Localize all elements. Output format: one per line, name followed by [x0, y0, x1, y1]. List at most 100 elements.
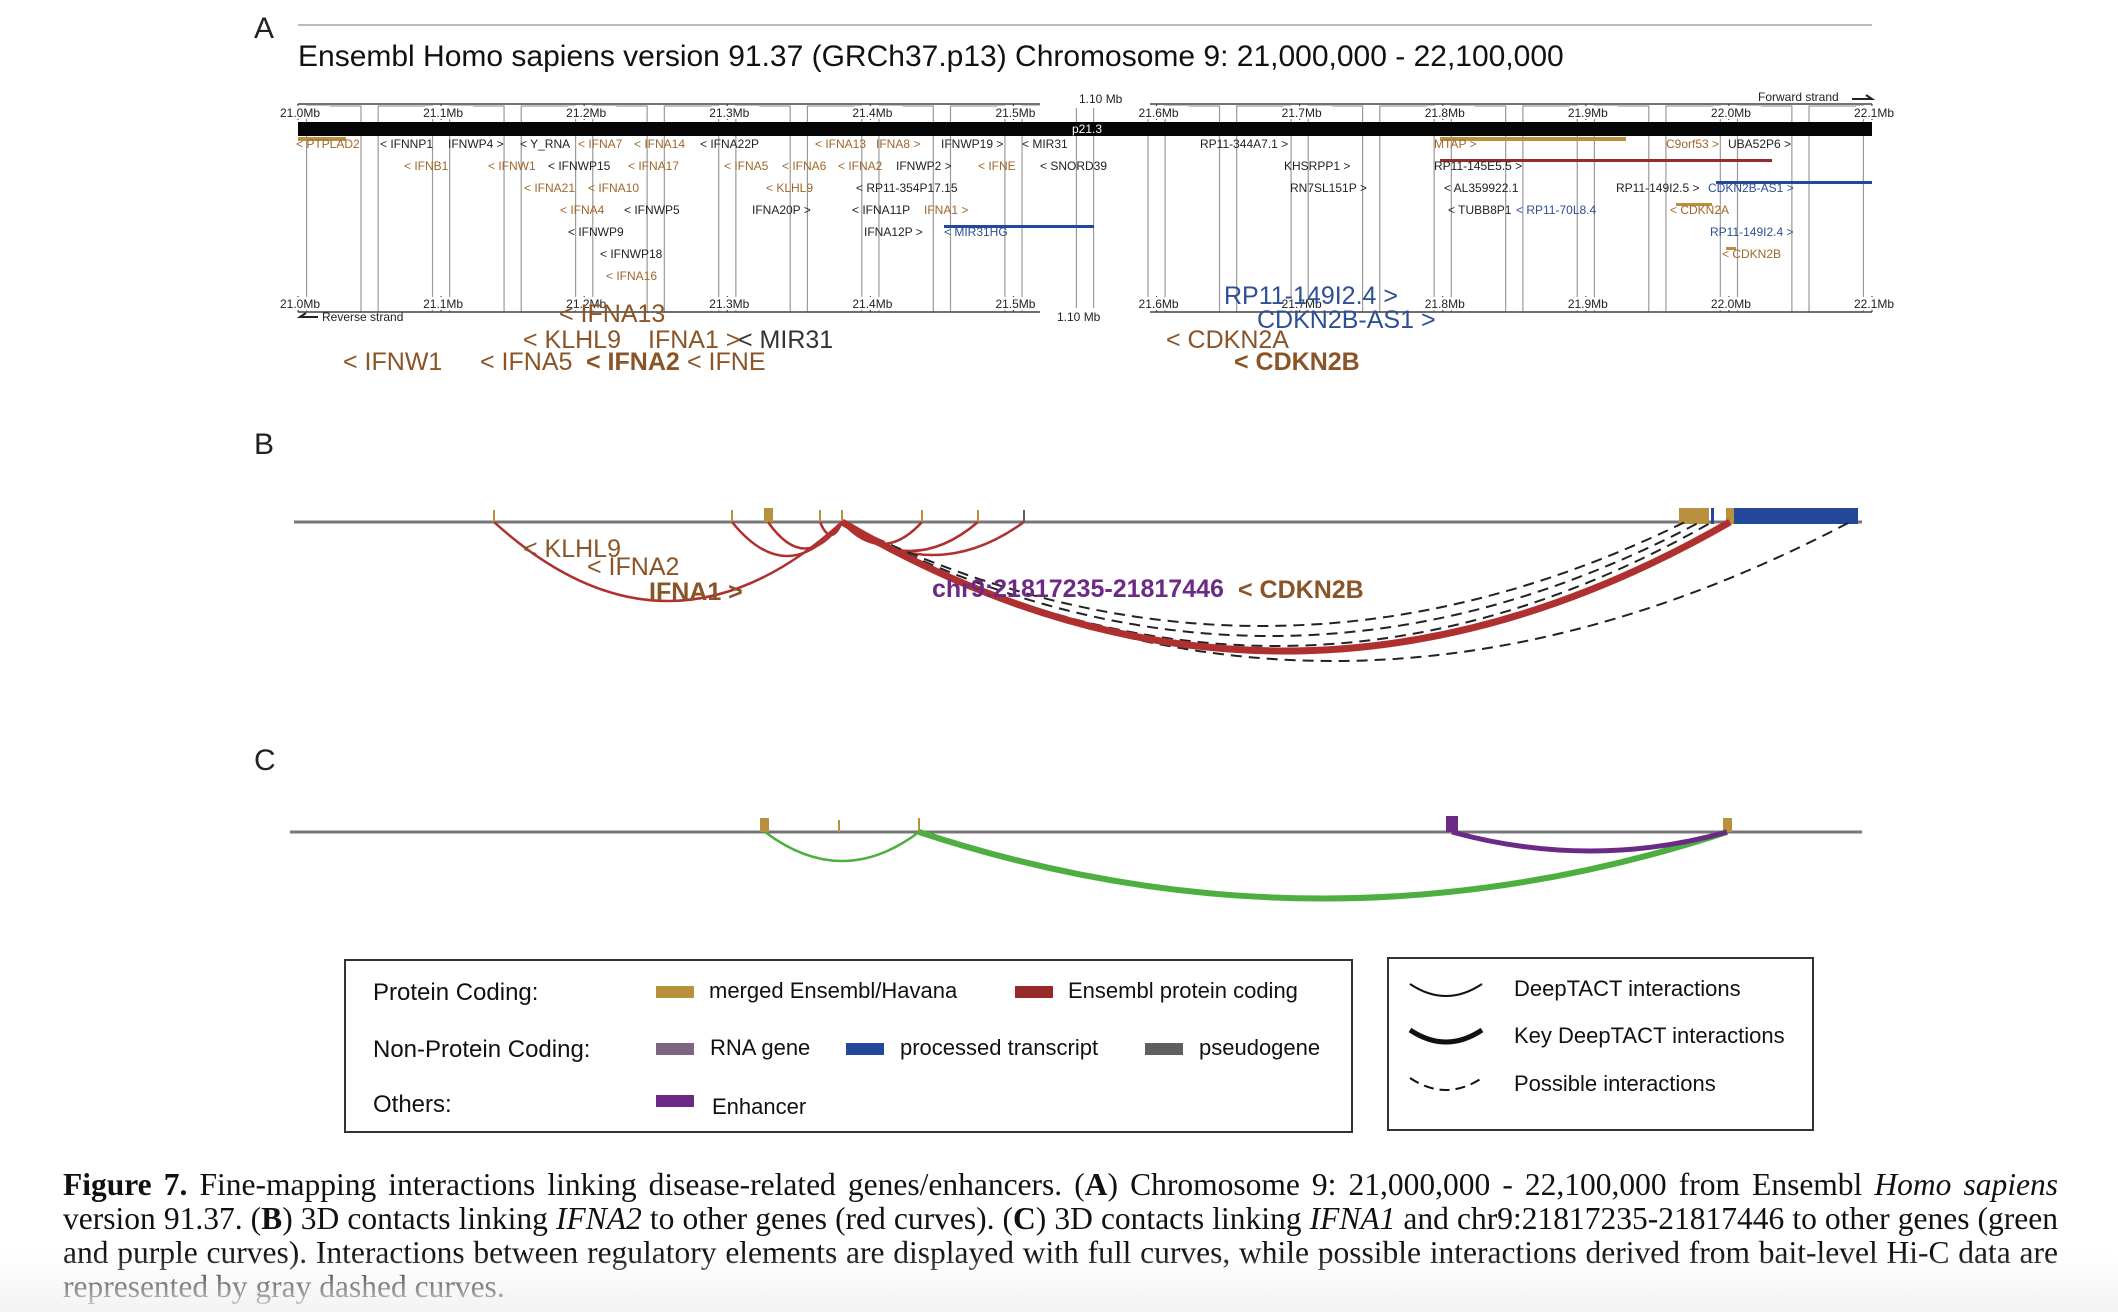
gene-label: < IFNWP9 [568, 225, 624, 239]
panel-a-label: A [254, 12, 274, 45]
gene-label: < IFNA6 [782, 159, 827, 173]
panel-b-labels: < IFNA13< KLHL9 IFNA1 >< MIR31 < IFNW1 < IF… [343, 282, 1436, 376]
tick-label-bottom: 21.1Mb [423, 297, 463, 311]
gene-label: < IFNA5 [724, 159, 769, 173]
legend-left: Protein Coding: Non-Protein Coding: Othe… [344, 959, 1353, 1133]
gene-label: RP11-149I2.4 > [1224, 282, 1398, 310]
gene-bar-ptplad2 [298, 137, 346, 141]
legend-curve-dashed [1409, 1077, 1483, 1091]
gene-label: UBA52P6 > [1728, 137, 1791, 151]
chromosome-band-bar [298, 122, 1872, 136]
tick-label-top: 21.2Mb [566, 106, 606, 120]
tick-label-bg [1569, 106, 1618, 119]
tick-label-bg [1856, 106, 1904, 119]
tick-label-top: 21.4Mb [852, 106, 892, 120]
top-ticks: 21.0Mb 21.1Mb 21.2Mb 21.3Mb 21.4Mb 21.5Mb 21.6… [280, 104, 1904, 120]
legend-merged: merged Ensembl/Havana [709, 978, 958, 1003]
region-box [1593, 105, 1650, 313]
gene-label: < IFNWP15 [548, 159, 611, 173]
legend-deeptact: DeepTACT interactions [1514, 976, 1741, 1001]
tick-label-bg [1140, 297, 1189, 310]
span-label-top: 1.10 Mb [1079, 92, 1123, 106]
gene-label: < CDKN2B [1234, 348, 1360, 376]
gene-label: < IFNE [978, 159, 1016, 173]
marker-cdkn2a [1679, 508, 1709, 524]
key-arc-ifna2-cdkn2b [840, 518, 1732, 655]
legend-non-protein-coding: Non-Protein Coding: [373, 1036, 590, 1063]
swatch-pseudogene [1145, 1043, 1183, 1055]
tick-label-bg [1426, 297, 1475, 310]
gene-label: < KLHL9 [766, 181, 813, 195]
marker-c-enhancer [1446, 816, 1458, 832]
legend-protein-coding: Protein Coding: [373, 979, 538, 1006]
gene-label: IFNWP19 > [941, 137, 1003, 151]
tick-label-top: 21.0Mb [280, 106, 320, 120]
tick-label-bg [568, 106, 617, 119]
tick-label-bg [997, 106, 1046, 119]
gene-label: RP11-344A7.1 > [1200, 137, 1288, 151]
tick-label-bg [282, 297, 330, 310]
gene-label: IFNWP4 > [448, 137, 504, 151]
panel-b-interactions [493, 518, 1851, 662]
span-label-bottom: 1.10 Mb [1057, 310, 1101, 324]
legend-curve-thick [1408, 1027, 1484, 1045]
arc-ifna13-ifna2 [818, 521, 844, 537]
legend-right: DeepTACT interactions Key DeepTACT inter… [1387, 957, 1814, 1131]
gene-label: < PTPLAD2 [296, 137, 360, 151]
tick-label-bg [854, 297, 903, 310]
tick-label-top: 21.1Mb [423, 106, 463, 120]
tick-label-bottom: 21.3Mb [709, 297, 749, 311]
legend-enhancer: Enhancer [712, 1094, 806, 1119]
tick-label-bg [1569, 297, 1618, 310]
gene-label: < IFNE [687, 348, 766, 376]
marker-klhl9 [764, 508, 773, 522]
gene-bar-rp11-145e5 [1440, 159, 1772, 162]
gene-label: IFNA8 > [876, 137, 920, 151]
gene-label: < RP11-354P17.15 [856, 181, 958, 195]
gene-label: < IFNA2 [587, 553, 679, 581]
marker-cdkn2b-as1 [1734, 508, 1858, 524]
panel-b-gene-markers [493, 508, 1858, 524]
panel-c-label: C [254, 744, 276, 777]
gene-label: RN7SL151P > [1290, 181, 1367, 195]
tick-label-bg [1712, 106, 1761, 119]
gene-label: < TUBB8P1 [1448, 203, 1512, 217]
gene-label: < IFNA11P [852, 203, 910, 217]
gene-label: < CDKN2A [1670, 203, 1729, 217]
gene-label: < IFNA2 [586, 348, 680, 376]
tick-label-bottom: 21.4Mb [852, 297, 892, 311]
caption-a-label: A [1084, 1167, 1108, 1202]
gene-label: < IFNA22P [700, 137, 759, 151]
gene-label: < IFNW1 [343, 348, 442, 376]
legend-right-box [1387, 957, 1814, 1131]
legend-ensembl-pc: Ensembl protein coding [1068, 978, 1298, 1003]
gene-label: IFNA1 > [648, 326, 740, 354]
tick-label-bottom: 21.8Mb [1425, 297, 1465, 311]
swatch-ensembl-pc [1015, 986, 1053, 998]
tick-label-bg [1856, 297, 1904, 310]
gene-label: < AL359922.1 [1444, 181, 1519, 195]
gene-label: IFNA20P > [752, 203, 811, 217]
gene-label: < IFNA7 [578, 137, 623, 151]
tick-label-bg [1283, 297, 1332, 310]
gene-label: < IFNA14 [634, 137, 685, 151]
legend-rna-gene: RNA gene [710, 1035, 810, 1060]
gene-bar-mtap [1440, 137, 1626, 141]
legend-curve-thin [1409, 983, 1483, 997]
gene-label: < IFNW1 [488, 159, 536, 173]
caption-c-text-1: ) 3D contacts linking [1035, 1201, 1310, 1236]
tick-label-top: 21.7Mb [1282, 106, 1322, 120]
tick-label-bg [1712, 297, 1761, 310]
tick-label-bg [997, 297, 1046, 310]
span-label-bg [1040, 92, 1150, 108]
gene-label: CDKN2B-AS1 > [1708, 181, 1794, 195]
panel-c-gene-markers [760, 816, 1732, 832]
gene-label: < IFNA10 [588, 181, 639, 195]
gene-label: < RP11-70L8.4 [1516, 203, 1596, 217]
tick-label-bottom: 21.2Mb [566, 297, 606, 311]
gene-bar-cdkn2b-as1 [1716, 181, 1872, 184]
gene-label: < IFNA2 [838, 159, 883, 173]
caption-figure-label: Figure 7. [63, 1167, 188, 1202]
gene-label: RP11-149I2.5 > [1616, 181, 1700, 195]
tick-label-top: 21.5Mb [995, 106, 1035, 120]
